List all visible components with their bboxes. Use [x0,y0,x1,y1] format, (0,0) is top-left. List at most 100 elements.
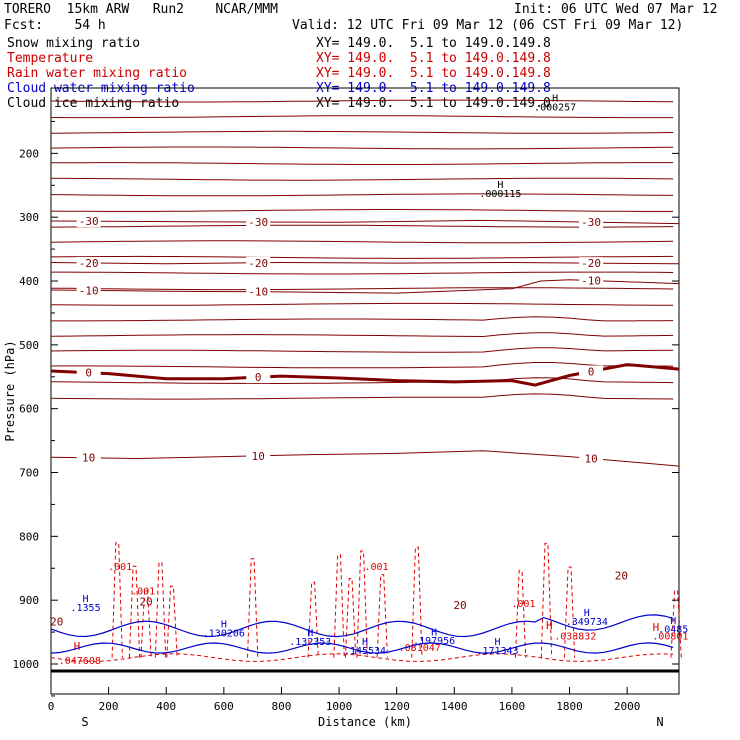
y-tick-label: 600 [19,403,39,416]
x-tick-label: 400 [156,700,176,713]
init-time: Init: 06 UTC Wed 07 Mar 12 [514,2,718,17]
temperature-contour-label: 20 [50,616,63,629]
cloud-water-value-label: .145534 [344,646,386,657]
rain-contour [166,585,178,658]
isentrope-line [50,115,674,119]
isentrope-line [51,271,674,275]
contour-label-bg [76,256,101,269]
cloud-water-maximum-marker: H [362,637,368,648]
x-tick-label: 800 [272,700,292,713]
temperature-contour-label: 10 [584,452,597,465]
contour-label-bg [76,215,101,228]
cloud-water-value-label: .130206 [203,629,245,640]
rain-value-label: .001 [364,562,388,573]
contour-label-bg [579,257,604,270]
cloud-water-value-label: .1355 [71,603,101,614]
cloud-water-contour [50,642,674,654]
y-tick-label: 400 [19,275,39,288]
rain-contour [563,566,576,658]
rain-value-label: .001 [511,599,535,610]
temperature-contour-label: -20 [79,257,99,270]
snow-value-label: .000115 [479,189,521,200]
contour-label-bg [76,451,101,464]
cloud-water-maximum-marker: H [494,637,500,648]
field-xy-rain: XY= 149.0. 5.1 to 149.0.149.8 [316,66,551,81]
rain-value-label: .047608 [59,656,101,667]
temperature-contour-label: 10 [82,452,95,465]
temperature-contour [50,261,680,265]
y-tick-label: 800 [19,530,39,543]
temperature-contour-label: -30 [581,216,601,229]
temperature-contour-label: 20 [139,595,152,608]
rain-contour [111,542,123,658]
rain-value-label: .001 [108,562,132,573]
plot-frame [50,87,680,695]
rain-contour [356,550,368,658]
snow-value-label: .000257 [534,103,576,114]
rain-maximum-marker: H [74,640,81,653]
x-tick-label: 2000 [614,700,641,713]
rain-contour [333,554,345,658]
rain-maximum-marker: H [546,619,553,632]
rain-contour [307,581,319,658]
isentrope-line [50,240,674,244]
isentrope-line [50,347,674,353]
y-tick-label: 700 [19,467,39,480]
contour-label-bg [246,215,271,228]
south-end-label: S [81,715,88,729]
isentrope-line [50,302,674,306]
field-label-rain: Rain water mixing ratio [7,66,188,81]
x-tick-label: 200 [99,700,119,713]
isentrope-line [50,224,674,228]
isentrope-line [51,316,674,322]
north-end-label: N [656,715,663,729]
temperature-contour [50,279,680,294]
contour-label-bg [76,284,101,297]
isentrope-line [50,130,674,134]
contour-label-bg [579,452,604,465]
isentrope-line [50,332,674,338]
y-axis-title: Pressure (hPa) [3,340,17,441]
isentrope-line [50,193,674,197]
y-tick-label: 200 [19,147,39,160]
rain-contour [344,578,357,658]
cloud-water-maximum-marker: H [307,628,313,639]
cloud-water-value-label: .171343 [476,646,518,657]
cloud-water-value-label: .349734 [566,617,608,628]
temperature-contour [50,219,680,225]
temperature-contour-label: -10 [79,284,99,297]
field-label-cloud-ice: Cloud ice mixing ratio [7,96,180,111]
temperature-contour-label: 20 [615,570,628,583]
rain-contour [50,653,674,662]
temperature-contour-label: -30 [248,216,268,229]
field-label-temperature: Temperature [7,51,94,66]
temperature-contour-label: -10 [581,274,601,287]
y-tick-label: 900 [19,594,39,607]
snow-maximum-marker: H [497,180,503,191]
contour-label-bg [76,366,101,379]
rain-contour [154,562,167,658]
contour-label-bg [246,256,271,269]
y-tick-label: 1000 [13,658,40,671]
temperature-contour-label: -20 [581,257,601,270]
contour-label-bg [246,285,271,298]
x-axis-title: Distance (km) [318,715,412,729]
temperature-contour-label: 20 [453,599,466,612]
cloud-water-maximum-marker: H [83,594,89,605]
x-tick-label: 1600 [499,700,526,713]
rain-value-label: .001 [131,586,155,597]
temperature-contour [50,363,680,387]
isentrope-line [50,162,674,165]
x-tick-label: 1400 [441,700,468,713]
isentrope-line [50,362,674,369]
temperature-contour-label: 10 [252,450,265,463]
rain-contour [247,558,259,658]
rain-value-label: .033832 [554,632,596,643]
contour-label-bg [246,371,271,384]
rain-contour [540,542,553,658]
temperature-contour [50,450,680,467]
contour-label-bg [579,365,604,378]
rain-contour [514,570,527,658]
cloud-water-maximum-marker: H [670,616,676,627]
cloud-water-maximum-marker: H [221,620,227,631]
